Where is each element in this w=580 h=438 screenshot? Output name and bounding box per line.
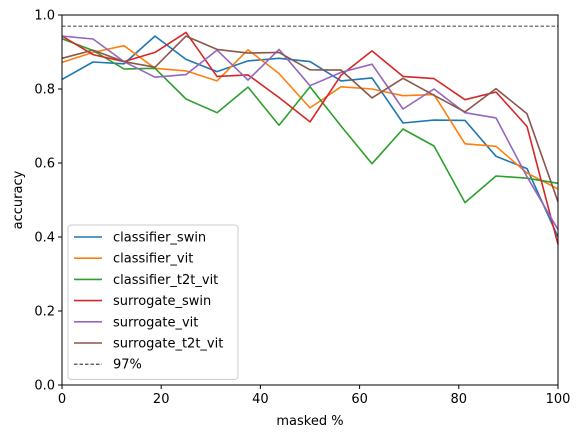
legend-label: 97%: [113, 358, 142, 373]
legend-label: surrogate_vit: [113, 315, 198, 330]
series-line-surrogate-swin: [61, 31, 559, 245]
legend: classifier_swin classifier_vit classifier_…: [67, 224, 239, 380]
legend-box: [67, 224, 239, 380]
series-line-classifier-swin: [61, 35, 559, 238]
y-tick-label: 1.0: [34, 9, 55, 24]
plot-frame: [61, 14, 559, 386]
y-tick-label: 0.6: [34, 157, 55, 172]
y-tick-label: 0.8: [34, 83, 55, 98]
series-line-classifier-vit: [61, 44, 559, 190]
x-tick-label: 20: [153, 392, 170, 407]
series-line-surrogate-vit: [61, 35, 559, 231]
legend-label: surrogate_t2t_vit: [113, 337, 223, 352]
series-line-classifier-t2t-vit: [61, 37, 559, 204]
axis-ticks: 0 20 40 60 80 100 0.0 0.2 0.4 0.6 0.8 1.0: [34, 9, 570, 408]
y-tick-label: 0.2: [34, 305, 55, 320]
legend-label: surrogate_swin: [113, 294, 211, 309]
legend-label: classifier_vit: [113, 252, 193, 267]
x-tick-label: 40: [252, 392, 269, 407]
x-tick-label: 0: [58, 392, 66, 407]
x-axis-label: masked %: [276, 414, 343, 429]
x-tick-label: 60: [351, 392, 368, 407]
y-tick-label: 0.0: [34, 379, 55, 394]
x-tick-label: 100: [546, 392, 571, 407]
y-axis-label: accuracy: [11, 170, 26, 229]
plot-lines: [61, 25, 559, 245]
x-tick-label: 80: [451, 392, 468, 407]
legend-label: classifier_swin: [113, 231, 206, 246]
series-line-surrogate-t2t-vit: [61, 35, 559, 203]
legend-label: classifier_t2t_vit: [113, 273, 218, 288]
y-tick-label: 0.4: [34, 231, 55, 246]
